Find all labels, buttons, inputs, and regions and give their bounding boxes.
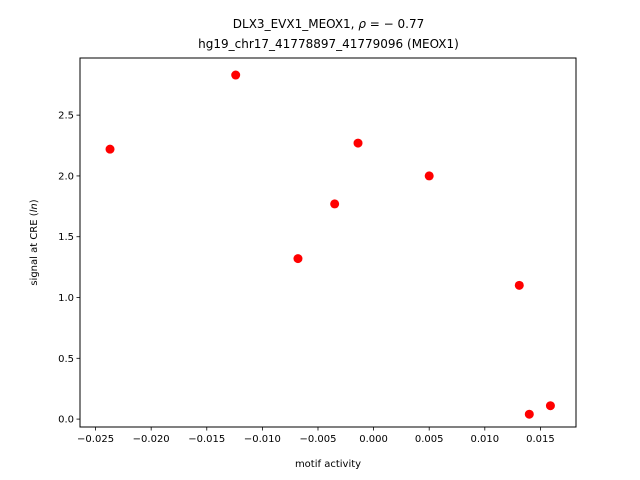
x-tick-label: 0.015 [526, 434, 555, 445]
data-point [353, 138, 363, 148]
data-points [105, 70, 555, 419]
x-tick-label: 0.000 [359, 434, 388, 445]
data-point [524, 409, 534, 419]
y-axis-ticks: 0.0 0.5 1.0 1.5 2.0 2.5 [58, 111, 80, 426]
x-tick-label: −0.025 [77, 434, 114, 445]
plot-area [80, 58, 576, 427]
y-tick-label: 2.0 [58, 171, 74, 182]
data-point [424, 171, 434, 181]
data-point [105, 144, 115, 154]
x-axis-label: motif activity [295, 459, 361, 470]
x-tick-label: 0.005 [415, 434, 444, 445]
y-axis-label: signal at CRE (ln) [29, 199, 40, 285]
x-tick-label: −0.015 [188, 434, 225, 445]
x-tick-label: −0.005 [299, 434, 336, 445]
chart-title-line2: hg19_chr17_41778897_41779096 (MEOX1) [198, 37, 459, 51]
x-tick-label: −0.020 [133, 434, 170, 445]
y-tick-label: 0.0 [58, 415, 74, 426]
data-point [545, 401, 555, 411]
y-tick-label: 2.5 [58, 111, 74, 122]
plot-frame [79, 57, 577, 428]
chart-title-line1: DLX3_EVX1_MEOX1, ρ = − 0.77 [233, 17, 424, 31]
y-tick-label: 1.5 [58, 232, 74, 243]
data-point [293, 254, 303, 264]
x-tick-label: −0.010 [244, 434, 281, 445]
y-tick-label: 1.0 [58, 293, 74, 304]
data-point [514, 280, 524, 290]
x-tick-label: 0.010 [470, 434, 499, 445]
data-point [330, 199, 340, 209]
y-tick-label: 0.5 [58, 354, 74, 365]
x-axis-ticks: −0.025 −0.020 −0.015 −0.010 −0.005 0.000 0.005… [77, 427, 555, 445]
data-point [231, 70, 241, 80]
